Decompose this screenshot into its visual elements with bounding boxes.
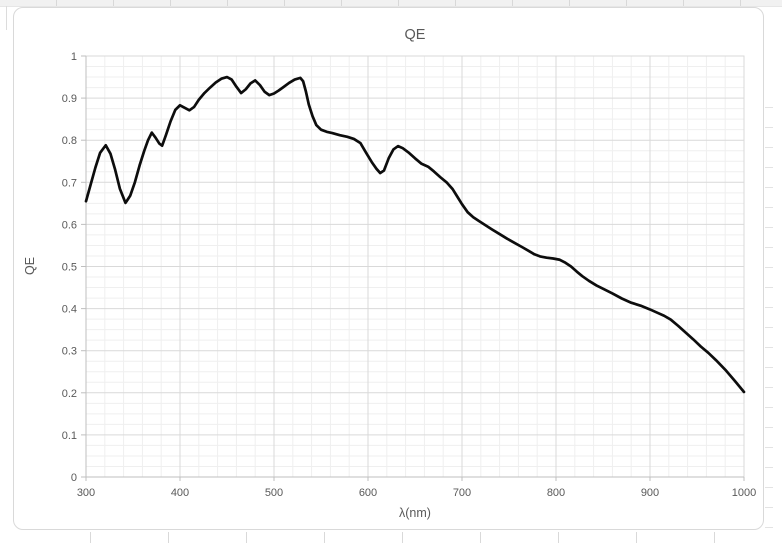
x-tick-label: 500: [265, 487, 283, 499]
y-tick-label: 0.2: [62, 388, 77, 400]
qe-line-chart: 300 400 500 600 700 800 900 1000 00.10.20.30.40…: [23, 27, 756, 520]
worksheet-left-gridline: [6, 6, 7, 30]
worksheet-bottom-gridlines: [13, 532, 769, 543]
y-tick-label: 0.6: [62, 219, 77, 231]
y-tick-label: 0.4: [62, 304, 77, 316]
worksheet-top-gridlines: [0, 0, 782, 7]
x-axis-title: λ(nm): [399, 506, 431, 520]
x-tick-label: 700: [453, 487, 471, 499]
x-tick-labels: 300 400 500 600 700 800 900 1000: [77, 487, 756, 499]
y-tick-label: 0.3: [62, 346, 77, 358]
x-tick-label: 300: [77, 487, 95, 499]
y-tick-label: 0.9: [62, 93, 77, 105]
x-tick-label: 400: [171, 487, 189, 499]
y-tick-label: 0.7: [62, 177, 77, 189]
x-tick-label: 600: [359, 487, 377, 499]
chart-title: QE: [405, 27, 426, 43]
chart-object[interactable]: 300 400 500 600 700 800 900 1000 0 0.1 0.2 0.3 0.4 0…: [13, 7, 764, 530]
y-tick-label: 0: [71, 472, 77, 484]
y-tick-label: 0.5: [62, 262, 77, 274]
x-tick-label: 900: [641, 487, 659, 499]
y-axis-title: QE: [23, 257, 37, 275]
qe-series-line: [84, 75, 746, 394]
axis-lines-and-ticks: [81, 55, 745, 481]
y-tick-label: 0.1: [62, 430, 77, 442]
x-tick-label: 1000: [732, 487, 756, 499]
x-tick-label: 800: [547, 487, 565, 499]
y-tick-labels: 0 0.1 0.2 0.3 0.4 0.5 0.6 0.7 0.8 0.9 1: [62, 51, 77, 484]
y-tick-label: 0.8: [62, 135, 77, 147]
worksheet-right-gridlines: [765, 88, 773, 530]
y-tick-label: 1: [71, 51, 77, 63]
